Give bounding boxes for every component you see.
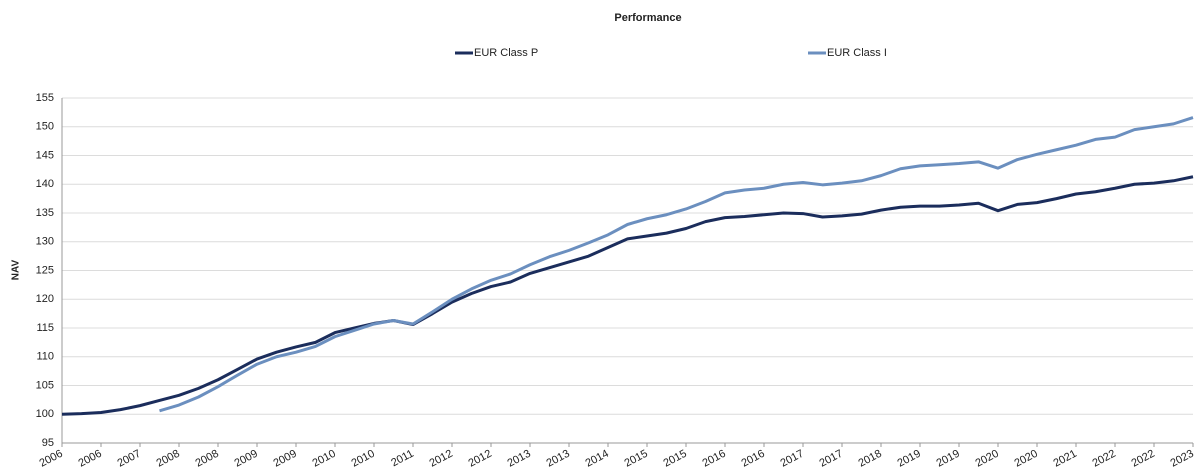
x-tick-label: 2006 (38, 448, 65, 470)
y-tick-label: 100 (36, 408, 54, 420)
x-tick-label: 2006 (77, 448, 104, 470)
x-tick-label: 2020 (974, 448, 1001, 470)
x-tick-label: 2017 (779, 448, 806, 470)
x-tick-label: 2015 (623, 448, 650, 470)
x-tick-label: 2017 (818, 448, 845, 470)
y-tick-label: 105 (36, 379, 54, 391)
y-tick-label: 145 (36, 149, 54, 161)
y-tick-label: 150 (36, 121, 54, 133)
x-tick-label: 2012 (467, 448, 494, 470)
legend-label: EUR Class P (474, 47, 538, 59)
x-tick-label: 2007 (116, 448, 143, 470)
x-tick-label: 2016 (740, 448, 767, 470)
y-tick-label: 110 (36, 351, 54, 363)
x-tick-label: 2013 (545, 448, 572, 470)
series-line (61, 175, 1194, 416)
y-tick-label: 125 (36, 264, 54, 276)
y-tick-label: 120 (36, 293, 54, 305)
x-tick-label: 2014 (584, 448, 611, 470)
x-tick-label: 2013 (506, 448, 533, 470)
y-tick-label: 115 (36, 322, 54, 334)
y-tick-label: 130 (36, 236, 54, 248)
x-tick-label: 2010 (311, 448, 338, 470)
x-tick-label: 2009 (272, 448, 299, 470)
legend-label: EUR Class I (827, 47, 887, 59)
y-tick-label: 155 (36, 92, 54, 104)
x-tick-label: 2022 (1091, 448, 1118, 470)
x-tick-label: 2010 (350, 448, 377, 470)
x-tick-label: 2016 (701, 448, 728, 470)
x-tick-label: 2011 (389, 448, 416, 470)
y-tick-label: 95 (42, 437, 54, 449)
chart-title: Performance (614, 12, 681, 24)
x-tick-label: 2015 (662, 448, 689, 470)
x-tick-label: 2019 (935, 448, 962, 470)
x-tick-label: 2019 (896, 448, 923, 470)
x-tick-label: 2022 (1130, 448, 1157, 470)
x-tick-label: 2009 (233, 448, 260, 470)
y-axis-label: NAV (11, 259, 22, 280)
x-tick-label: 2018 (857, 448, 884, 470)
x-tick-label: 2020 (1013, 448, 1040, 470)
x-tick-label: 2021 (1052, 448, 1079, 470)
series-line (159, 116, 1194, 413)
x-tick-label: 2023 (1169, 448, 1196, 470)
x-tick-label: 2012 (428, 448, 455, 470)
x-tick-label: 2008 (155, 448, 182, 470)
y-tick-label: 135 (36, 207, 54, 219)
x-tick-label: 2008 (194, 448, 221, 470)
y-tick-label: 140 (36, 178, 54, 190)
